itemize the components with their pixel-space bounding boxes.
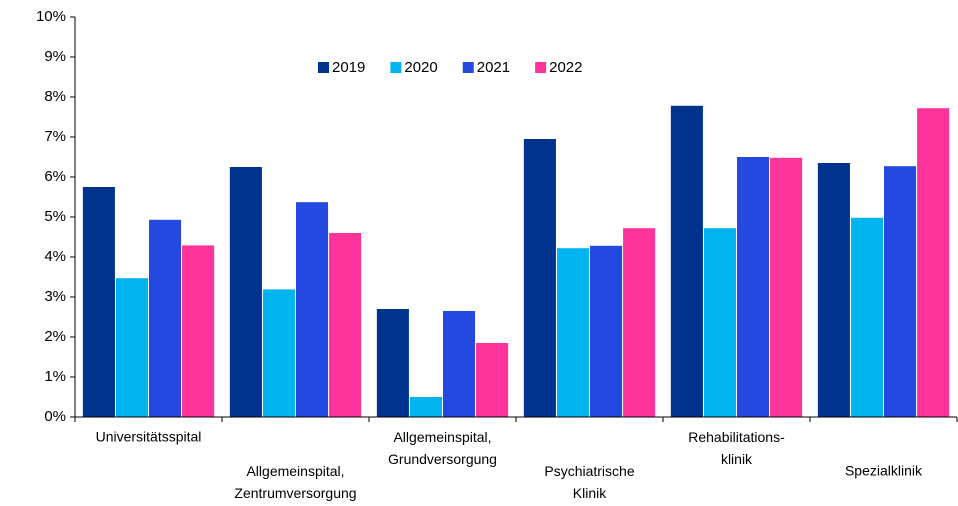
bar xyxy=(115,278,148,417)
bar xyxy=(296,202,329,417)
legend: 2019 2020 2021 2022 xyxy=(318,59,583,76)
y-tick-label: 8% xyxy=(44,88,66,105)
legend-label: 2021 xyxy=(477,59,510,76)
x-tick-label: Allgemeinspital, Zentrumversorgung xyxy=(234,463,356,501)
y-tick-label: 1% xyxy=(44,368,66,385)
x-tick-label: Spezialklinik xyxy=(845,463,923,479)
bar xyxy=(262,289,295,417)
y-tick-label: 4% xyxy=(44,248,66,265)
bar xyxy=(409,397,442,417)
bar xyxy=(229,167,262,417)
y-tick-label: 5% xyxy=(44,208,66,225)
bar xyxy=(590,245,623,417)
y-tick-label: 0% xyxy=(44,408,66,425)
bar xyxy=(623,228,656,417)
bar xyxy=(737,157,770,417)
y-tick-label: 7% xyxy=(44,128,66,145)
bar xyxy=(917,108,950,417)
bar xyxy=(476,343,509,417)
legend-label: 2020 xyxy=(404,59,437,76)
y-tick-label: 3% xyxy=(44,288,66,305)
bar xyxy=(703,228,736,417)
bar xyxy=(149,219,182,417)
bar xyxy=(850,217,883,417)
legend-swatch xyxy=(535,62,547,73)
bar xyxy=(376,309,409,417)
legend-swatch xyxy=(390,62,402,73)
bar xyxy=(884,166,917,417)
legend-swatch xyxy=(318,62,329,73)
bar xyxy=(523,139,556,417)
legend-label: 2022 xyxy=(549,59,582,76)
x-tick-label: Psychiatrische Klinik xyxy=(544,463,634,501)
bar xyxy=(329,233,362,417)
bar xyxy=(817,163,850,417)
bar xyxy=(770,157,803,418)
bar xyxy=(443,311,476,417)
x-tick-label: Rehabilitations-klinik xyxy=(688,429,785,467)
x-tick-label: Universitätsspital xyxy=(96,429,202,445)
bar xyxy=(556,248,589,417)
bar xyxy=(182,245,215,417)
x-tick-label: Allgemeinspital, Grundversorgung xyxy=(388,429,497,467)
bar xyxy=(82,187,115,417)
legend-label: 2019 xyxy=(332,59,365,76)
y-tick-label: 9% xyxy=(44,48,66,65)
y-tick-label: 6% xyxy=(44,168,66,185)
y-tick-label: 10% xyxy=(36,8,66,25)
y-tick-label: 2% xyxy=(44,328,66,345)
legend-swatch xyxy=(462,62,474,73)
bar xyxy=(670,105,703,418)
